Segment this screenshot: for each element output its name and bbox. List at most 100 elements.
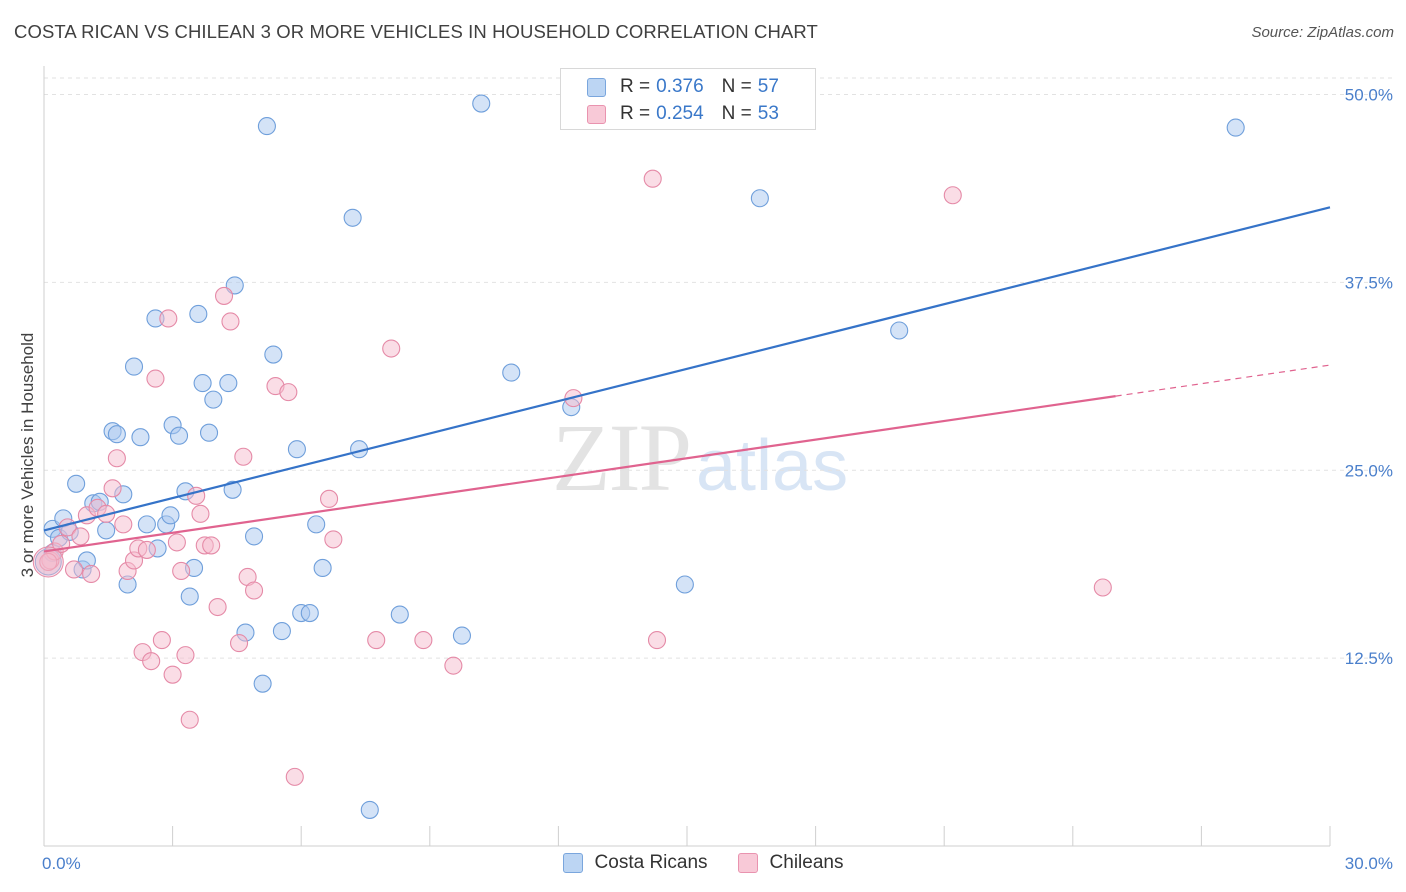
chileans-point	[279, 383, 298, 402]
costa-ricans-point	[750, 189, 769, 208]
costa-ricans-point	[264, 345, 283, 364]
costa-ricans-point	[313, 558, 332, 578]
costa-ricans-point	[244, 527, 264, 546]
legend-item-chileans: Chileans	[737, 852, 843, 874]
x-tick-label: 0.0%	[42, 854, 81, 873]
chileans-point	[137, 540, 156, 559]
chileans-point	[1093, 578, 1112, 597]
tick-labels: 12.5% 25.0% 37.5% 50.0% 0.0% 30.0%	[42, 86, 1393, 873]
chileans-point	[107, 449, 126, 468]
watermark-zip: ZIP	[552, 404, 692, 511]
chileans-point	[234, 447, 253, 466]
chileans-point	[152, 631, 171, 650]
costa-ricans-point	[300, 603, 319, 623]
costa-ricans-point	[204, 390, 223, 409]
costa-ricans-point	[360, 800, 379, 819]
chileans-point	[229, 634, 249, 653]
costa-ricans-point	[131, 428, 150, 447]
chileans-point	[103, 479, 122, 498]
series-chileans-points	[32, 169, 1112, 786]
costa-ricans-point	[343, 208, 362, 227]
correlation-legend: R = 0.376 N = 57 R = 0.254 N = 53	[560, 68, 816, 130]
chart-title: COSTA RICAN VS CHILEAN 3 OR MORE VEHICLE…	[14, 21, 818, 42]
legend-swatch-pink	[587, 104, 606, 124]
chileans-point	[114, 515, 133, 534]
costa-ricans-point	[1226, 118, 1245, 137]
trend-line-costa-ricans	[43, 206, 1331, 532]
x-tick-label: 30.0%	[1345, 854, 1393, 873]
axes	[43, 66, 1331, 847]
chileans-point	[320, 489, 339, 508]
y-tick-label: 37.5%	[1345, 273, 1393, 292]
chileans-point	[221, 312, 240, 331]
costa-ricans-point	[161, 506, 180, 525]
legend-item-costa-ricans: Costa Ricans	[562, 852, 708, 874]
costa-ricans-point	[890, 321, 909, 340]
costa-ricans-point	[253, 674, 272, 693]
legend-r-label: R =	[620, 76, 651, 97]
legend-row-chileans: R = 0.254 N = 53	[587, 102, 779, 126]
costa-ricans-point	[219, 374, 238, 393]
chileans-point	[444, 656, 463, 675]
chileans-point	[142, 652, 161, 671]
y-tick-label: 50.0%	[1345, 86, 1393, 105]
costa-ricans-point	[193, 374, 212, 393]
costa-ricans-point	[67, 474, 86, 493]
costa-ricans-point	[257, 117, 276, 136]
chileans-point	[202, 536, 221, 555]
chileans-point	[191, 504, 210, 523]
trend-line-chileans	[43, 395, 1116, 553]
costa-ricans-point	[675, 575, 694, 594]
costa-ricans-point	[199, 423, 219, 442]
legend-n-value: 53	[757, 103, 779, 124]
trend-lines	[43, 206, 1331, 553]
legend-swatch-blue	[587, 77, 606, 97]
chileans-point	[163, 665, 182, 684]
chileans-point	[382, 339, 401, 358]
costa-ricans-point	[169, 426, 189, 445]
legend-n-label: N =	[721, 103, 752, 124]
series-legend: Costa Ricans Chileans	[0, 852, 1406, 874]
costa-ricans-point	[452, 626, 472, 645]
chileans-point	[414, 631, 433, 650]
chileans-point	[159, 309, 178, 328]
chileans-point	[943, 186, 962, 205]
chileans-point	[244, 581, 264, 600]
y-tick-label: 12.5%	[1345, 649, 1393, 668]
chileans-point	[180, 710, 199, 729]
legend-n-label: N =	[721, 76, 752, 97]
chileans-point	[647, 631, 667, 650]
legend-swatch-blue	[562, 853, 583, 873]
costa-ricans-point	[223, 480, 242, 499]
chileans-point	[643, 169, 662, 188]
legend-r-value: 0.376	[656, 76, 704, 97]
legend-label-costa-ricans: Costa Ricans	[594, 852, 708, 873]
y-tick-label: 25.0%	[1345, 461, 1393, 480]
chileans-point	[176, 646, 195, 665]
chileans-point	[214, 286, 234, 305]
costa-ricans-point	[307, 515, 326, 534]
legend-swatch-pink	[737, 853, 758, 873]
costa-ricans-point	[272, 622, 291, 641]
costa-ricans-point	[124, 357, 144, 376]
costa-ricans-point	[97, 521, 116, 540]
chileans-point	[64, 560, 84, 579]
costa-ricans-point	[472, 94, 491, 113]
costa-ricans-point	[107, 425, 126, 444]
chileans-point	[285, 767, 304, 786]
chileans-point	[39, 552, 58, 571]
chileans-point	[71, 527, 90, 546]
source-credit: Source: ZipAtlas.com	[1251, 24, 1394, 41]
costa-ricans-point	[390, 605, 409, 624]
chileans-point	[208, 597, 227, 617]
chileans-point	[82, 564, 101, 584]
costa-ricans-point	[180, 587, 199, 606]
chileans-point	[32, 546, 64, 578]
trend-line-chileans-dashed	[1115, 364, 1331, 397]
costa-ricans-point	[502, 363, 521, 382]
legend-r-label: R =	[620, 103, 651, 124]
costa-ricans-point	[287, 440, 306, 459]
chileans-point	[324, 530, 343, 549]
chileans-point	[367, 631, 386, 650]
